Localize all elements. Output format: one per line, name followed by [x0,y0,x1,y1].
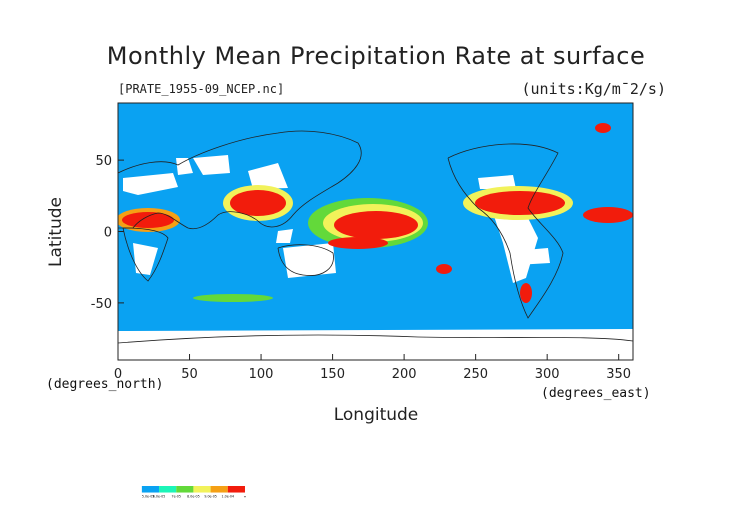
low-precip-patch [283,243,336,278]
y-unit-note: (degrees_north) [46,377,164,392]
y-axis-title: Latitude [46,197,66,267]
precip-zone [193,294,273,302]
map-plot [118,103,633,360]
colorbar-swatch [210,486,228,493]
colorbar-label: 9.0e-05 [204,495,216,499]
colorbar-label: 7e-05 [172,495,181,499]
colorbar-swatch [193,486,211,493]
precip-zone [520,283,532,303]
colorbar-swatch [227,486,245,493]
colorbar-label: ∞ [244,495,247,499]
colorbar-swatch [141,486,160,493]
y-tick-label: 50 [95,154,112,169]
x-tick-label: 200 [392,367,417,382]
colorbar-swatches [141,486,245,493]
low-precip-patch [513,248,550,265]
colorbar-label: 8.0e-05 [187,495,199,499]
precip-zone [475,191,565,215]
precip-zone [122,212,174,228]
precip-zone [328,237,388,249]
colorbar-swatch [176,486,194,493]
colorbar-labels: 5.0e-056.0e-05 7e-05 8.0e-05 9.0e-05 1.0e-04… [142,495,247,499]
colorbar-label: 5.0e-05 [142,495,154,499]
x-axis-title: Longitude [333,405,419,425]
precip-zone [334,211,418,239]
source-file-label: [PRATE_1955-09_NCEP.nc] [118,82,285,96]
units-label: (units:Kg/m¯2/s) [521,80,667,98]
precip-zone [583,207,633,223]
y-tick-label: 0 [104,226,112,241]
x-tick-label: 50 [181,367,198,382]
x-tick-label: 300 [535,367,560,382]
x-tick-label: 100 [249,367,274,382]
x-tick-label: 150 [320,367,345,382]
colorbar-swatch [159,486,177,493]
x-tick-label: 350 [606,367,631,382]
chart-title: Monthly Mean Precipitation Rate at surfa… [106,42,646,70]
colorbar-label: 1.0e-04 [222,495,234,499]
low-precip-patch [118,329,633,360]
y-tick-label: -50 [91,297,112,312]
precip-zone [436,264,452,274]
x-unit-note: (degrees_east) [541,386,651,401]
precip-zone [595,123,611,133]
colorbar-label: 6.0e-05 [153,495,165,499]
colorbar-legend: 5.0e-056.0e-05 7e-05 8.0e-05 9.0e-05 1.0e-04… [141,486,247,499]
x-tick-label: 250 [463,367,488,382]
